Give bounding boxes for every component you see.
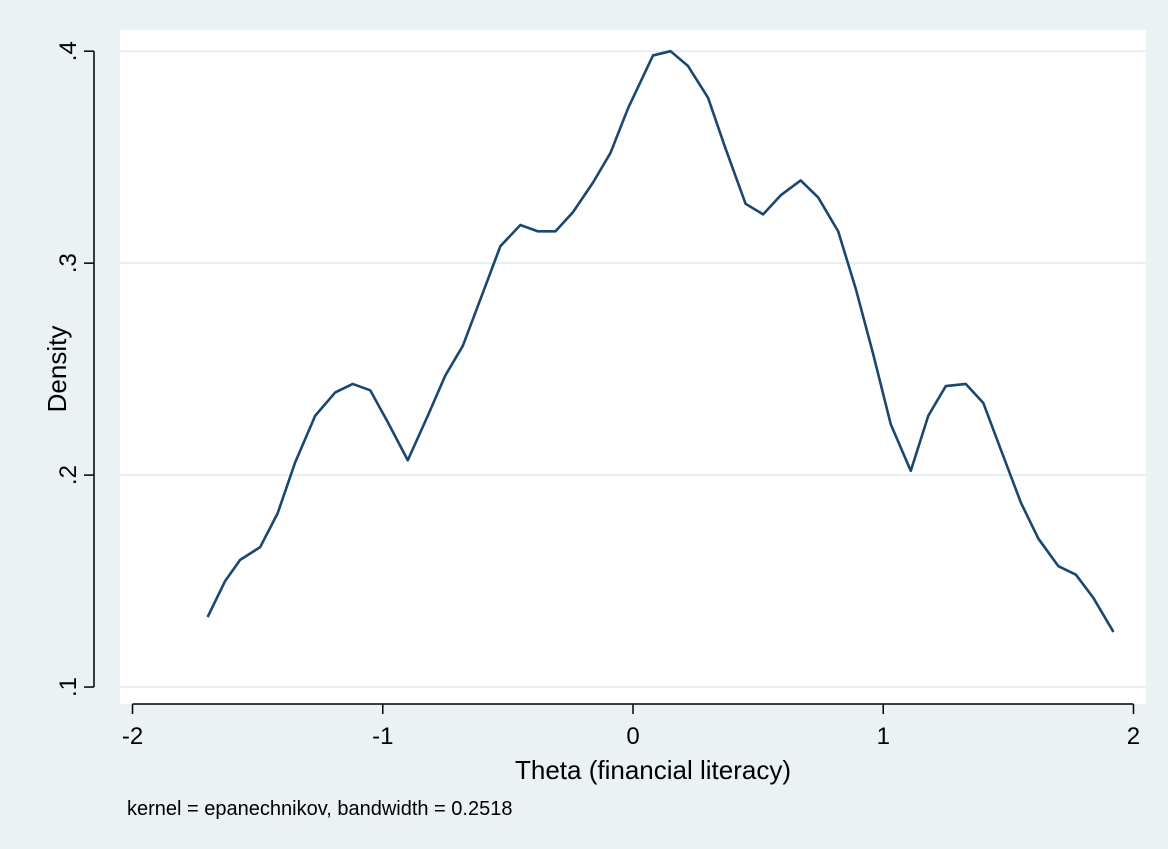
density-point [669, 50, 671, 52]
density-point [817, 196, 819, 198]
x-tick-label: 0 [626, 723, 639, 750]
density-point [652, 54, 654, 56]
density-point [1057, 565, 1059, 567]
density-point [239, 559, 241, 561]
y-tick-label: .3 [55, 253, 82, 273]
density-point [407, 459, 409, 461]
density-point [554, 230, 556, 232]
density-point [724, 147, 726, 149]
density-point [224, 580, 226, 582]
density-point [890, 423, 892, 425]
density-point [855, 287, 857, 289]
x-tick-label: -2 [122, 723, 143, 750]
density-point [872, 353, 874, 355]
density-point [259, 546, 261, 548]
y-axis: .1 .2 .3 .4 [55, 41, 95, 697]
density-point [519, 224, 521, 226]
density-point [945, 385, 947, 387]
density-point [762, 213, 764, 215]
x-tick-label: 2 [1127, 723, 1140, 750]
density-point [627, 107, 629, 109]
density-point [707, 97, 709, 99]
density-point [1092, 597, 1094, 599]
density-point [982, 402, 984, 404]
density-point [1000, 448, 1002, 450]
y-tick-label: .4 [55, 41, 82, 61]
density-point [1075, 574, 1077, 576]
density-point [462, 345, 464, 347]
density-point [294, 461, 296, 463]
density-point [334, 391, 336, 393]
density-point [482, 292, 484, 294]
x-tick-label: 1 [877, 723, 890, 750]
density-point [314, 415, 316, 417]
density-point [369, 389, 371, 391]
y-axis-title: Density [42, 326, 72, 413]
density-point [910, 470, 912, 472]
density-point [609, 152, 611, 154]
density-point [1037, 537, 1039, 539]
density-point [537, 230, 539, 232]
density-point [927, 415, 929, 417]
y-tick-label: .1 [55, 677, 82, 697]
x-axis-title: Theta (financial literacy) [515, 755, 791, 785]
density-point [352, 383, 354, 385]
x-axis: -2 -1 0 1 2 [122, 703, 1140, 750]
density-point [1020, 501, 1022, 503]
density-point [206, 616, 208, 618]
density-point [427, 415, 429, 417]
density-point [799, 179, 801, 181]
density-point [592, 181, 594, 183]
density-point [444, 374, 446, 376]
density-point [837, 230, 839, 232]
density-line [206, 49, 1115, 633]
kernel-note: kernel = epanechnikov, bandwidth = 0.251… [127, 798, 512, 820]
density-point [744, 203, 746, 205]
y-tick-label: .2 [55, 465, 82, 485]
plot-area [120, 30, 1146, 704]
x-tick-label: -1 [372, 723, 393, 750]
density-point [779, 194, 781, 196]
density-point [387, 421, 389, 423]
density-point [499, 245, 501, 247]
density-point [1112, 631, 1114, 633]
density-point [276, 512, 278, 514]
density-point [965, 383, 967, 385]
density-point [572, 211, 574, 213]
density-point [687, 65, 689, 67]
